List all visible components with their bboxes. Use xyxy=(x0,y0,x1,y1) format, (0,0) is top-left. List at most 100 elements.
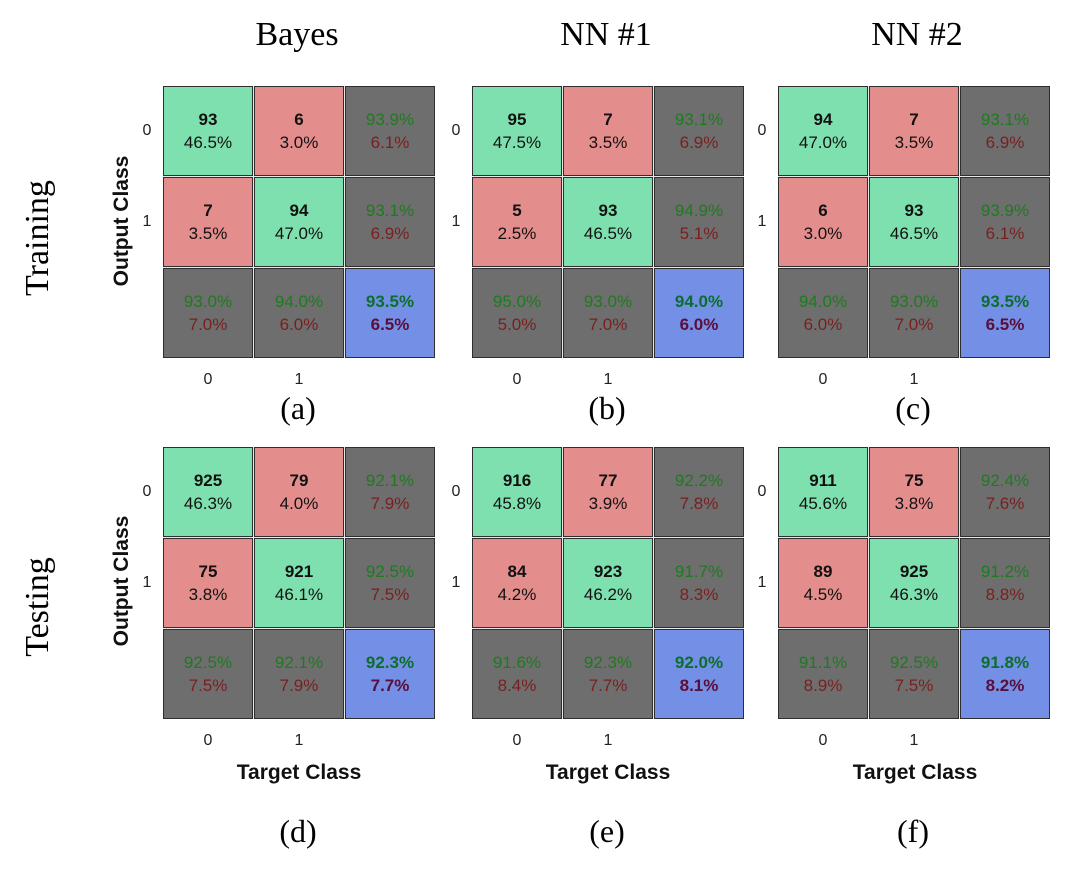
x-tick-label: 0 xyxy=(818,371,828,388)
matrix-cell-1-0: 84 4.2% xyxy=(472,538,562,628)
row-accuracy: 92.1% xyxy=(365,471,415,490)
panel-caption: (a) xyxy=(280,390,316,426)
cell-count: 94 xyxy=(289,201,309,220)
column-summary-cell-0: 94.0% 6.0% xyxy=(778,268,868,358)
cell-percent: 4.5% xyxy=(803,585,843,604)
cell-count: 75 xyxy=(198,562,218,581)
column-error: 7.5% xyxy=(188,676,228,695)
cell-percent: 46.5% xyxy=(583,224,633,243)
cell-percent: 46.5% xyxy=(183,133,233,152)
column-summary-cell-1: 92.3% 7.7% xyxy=(563,629,653,719)
y-tick-label: 1 xyxy=(142,213,152,230)
row-accuracy: 93.1% xyxy=(980,110,1030,129)
matrix-cell-0-0: 916 45.8% xyxy=(472,447,562,537)
column-accuracy: 91.1% xyxy=(798,653,848,672)
column-summary-cell-1: 93.0% 7.0% xyxy=(869,268,959,358)
cell-count: 84 xyxy=(507,562,527,581)
cell-count: 77 xyxy=(598,471,618,490)
y-tick-label: 0 xyxy=(451,483,461,500)
cell-percent: 3.9% xyxy=(588,494,628,513)
column-error: 7.0% xyxy=(188,315,228,334)
cell-count: 93 xyxy=(598,201,618,220)
overall-accuracy: 92.0% xyxy=(674,653,724,672)
overall-accuracy: 91.8% xyxy=(980,653,1030,672)
column-error: 7.7% xyxy=(588,676,628,695)
cell-percent: 3.0% xyxy=(279,133,319,152)
row-accuracy: 92.5% xyxy=(365,562,415,581)
column-accuracy: 93.0% xyxy=(583,292,633,311)
row-accuracy: 92.4% xyxy=(980,471,1030,490)
matrix-cell-0-1: 79 4.0% xyxy=(254,447,344,537)
cell-count: 925 xyxy=(193,471,223,490)
y-tick-label: 1 xyxy=(757,574,767,591)
cell-count: 7 xyxy=(909,110,919,129)
row-summary-cell-1: 91.2% 8.8% xyxy=(960,538,1050,628)
cell-percent: 46.1% xyxy=(274,585,324,604)
column-summary-cell-0: 91.1% 8.9% xyxy=(778,629,868,719)
column-summary-cell-1: 94.0% 6.0% xyxy=(254,268,344,358)
cell-percent: 45.6% xyxy=(798,494,848,513)
row-error: 6.9% xyxy=(370,224,410,243)
overall-error: 6.5% xyxy=(985,315,1025,334)
row-accuracy: 92.2% xyxy=(674,471,724,490)
row-summary-cell-0: 93.1% 6.9% xyxy=(960,86,1050,176)
column-accuracy: 91.6% xyxy=(492,653,542,672)
cell-count: 916 xyxy=(502,471,532,490)
row-accuracy: 91.7% xyxy=(674,562,724,581)
row-error: 7.5% xyxy=(370,585,410,604)
y-tick-label: 1 xyxy=(451,213,461,230)
row-title-training: Training xyxy=(19,180,56,296)
panel-caption: (d) xyxy=(279,813,317,849)
y-tick-label: 0 xyxy=(451,122,461,139)
confusion-matrix-f: 911 45.6% 75 3.8% 89 4.5% 925 46.3% 92.4% 7.6% 91.… xyxy=(778,447,1050,719)
row-error: 7.9% xyxy=(370,494,410,513)
x-tick-label: 1 xyxy=(294,371,304,388)
row-accuracy: 94.9% xyxy=(674,201,724,220)
row-error: 6.1% xyxy=(370,133,410,152)
x-tick-label: 1 xyxy=(603,371,613,388)
row-summary-cell-1: 94.9% 5.1% xyxy=(654,177,744,267)
cell-count: 925 xyxy=(899,562,929,581)
row-accuracy: 93.1% xyxy=(365,201,415,220)
column-summary-cell-0: 92.5% 7.5% xyxy=(163,629,253,719)
x-tick-label: 0 xyxy=(203,371,213,388)
matrix-cell-0-1: 7 3.5% xyxy=(563,86,653,176)
column-error: 8.9% xyxy=(803,676,843,695)
panel-caption: (e) xyxy=(589,813,625,849)
row-summary-cell-0: 92.2% 7.8% xyxy=(654,447,744,537)
matrix-cell-0-0: 95 47.5% xyxy=(472,86,562,176)
cell-count: 93 xyxy=(198,110,218,129)
column-accuracy: 92.3% xyxy=(583,653,633,672)
overall-error: 6.0% xyxy=(679,315,719,334)
overall-error: 7.7% xyxy=(370,676,410,695)
cell-percent: 3.0% xyxy=(803,224,843,243)
x-tick-label: 1 xyxy=(909,732,919,749)
overall-error: 8.1% xyxy=(679,676,719,695)
row-error: 6.1% xyxy=(985,224,1025,243)
matrix-cell-1-0: 6 3.0% xyxy=(778,177,868,267)
column-summary-cell-0: 93.0% 7.0% xyxy=(163,268,253,358)
matrix-cell-0-1: 77 3.9% xyxy=(563,447,653,537)
matrix-cell-0-1: 75 3.8% xyxy=(869,447,959,537)
matrix-cell-0-1: 7 3.5% xyxy=(869,86,959,176)
column-summary-cell-1: 92.1% 7.9% xyxy=(254,629,344,719)
row-error: 5.1% xyxy=(679,224,719,243)
row-accuracy: 93.9% xyxy=(980,201,1030,220)
x-axis-label-bayes: Target Class xyxy=(236,761,362,784)
overall-accuracy: 93.5% xyxy=(980,292,1030,311)
overall-accuracy: 93.5% xyxy=(365,292,415,311)
confusion-matrix-e: 916 45.8% 77 3.9% 84 4.2% 923 46.2% 92.2% 7.8% 91.… xyxy=(472,447,744,719)
column-accuracy: 92.5% xyxy=(183,653,233,672)
row-error: 8.8% xyxy=(985,585,1025,604)
y-tick-label: 0 xyxy=(757,122,767,139)
cell-count: 923 xyxy=(593,562,623,581)
column-accuracy: 94.0% xyxy=(798,292,848,311)
column-accuracy: 93.0% xyxy=(183,292,233,311)
x-tick-label: 0 xyxy=(512,371,522,388)
column-error: 7.0% xyxy=(894,315,934,334)
cell-percent: 46.3% xyxy=(889,585,939,604)
x-tick-label: 0 xyxy=(203,732,213,749)
cell-count: 911 xyxy=(809,471,837,490)
column-title-nn2: NN #2 xyxy=(871,16,963,53)
cell-percent: 46.3% xyxy=(183,494,233,513)
